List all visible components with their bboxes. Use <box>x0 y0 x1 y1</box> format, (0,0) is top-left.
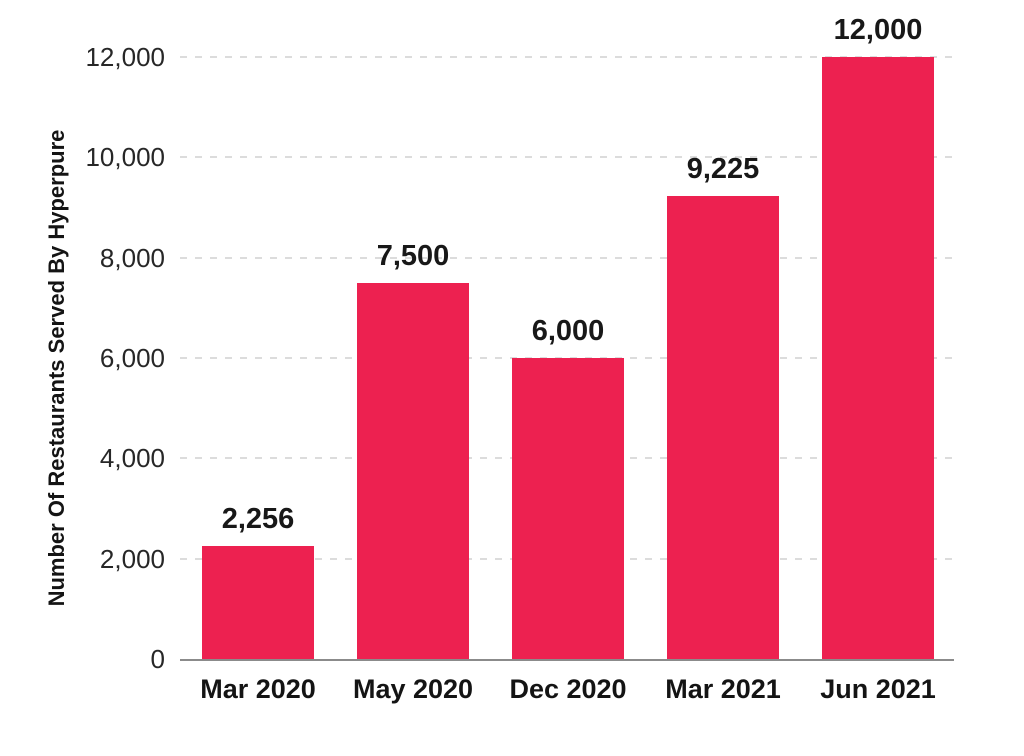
x-category-label: Dec 2020 <box>509 674 627 704</box>
bar-dec-2020 <box>512 358 624 659</box>
y-tick-label: 2,000 <box>99 543 165 574</box>
y-tick-label: 10,000 <box>85 142 165 173</box>
x-category-label: Mar 2021 <box>665 674 781 704</box>
y-tick-label: 6,000 <box>99 343 165 373</box>
gridline <box>180 156 954 158</box>
gridline <box>180 257 954 259</box>
bar-value-label: 7,500 <box>376 240 450 272</box>
y-tick-label: 0 <box>150 644 165 674</box>
bar-value-label: 12,000 <box>833 14 923 46</box>
bar-jun-2021 <box>822 57 934 659</box>
x-category-label: Jun 2021 <box>820 674 936 704</box>
plot-area: 2,256 7,500 6,000 9,225 12,000 <box>180 16 954 661</box>
gridline <box>180 56 954 58</box>
y-tick-label: 8,000 <box>99 242 165 273</box>
bar-value-label: 6,000 <box>531 315 605 347</box>
y-tick-label: 4,000 <box>99 443 165 474</box>
bar-may-2020 <box>357 283 469 659</box>
bar-mar-2021 <box>667 196 779 659</box>
x-axis-line <box>180 659 954 661</box>
bar-value-label: 2,256 <box>221 503 295 535</box>
x-category-label: May 2020 <box>352 674 474 704</box>
y-tick-label: 12,000 <box>85 42 165 72</box>
x-category-label: Mar 2020 <box>200 674 316 704</box>
bar-mar-2020 <box>202 546 314 659</box>
bar-value-label: 9,225 <box>686 153 760 185</box>
